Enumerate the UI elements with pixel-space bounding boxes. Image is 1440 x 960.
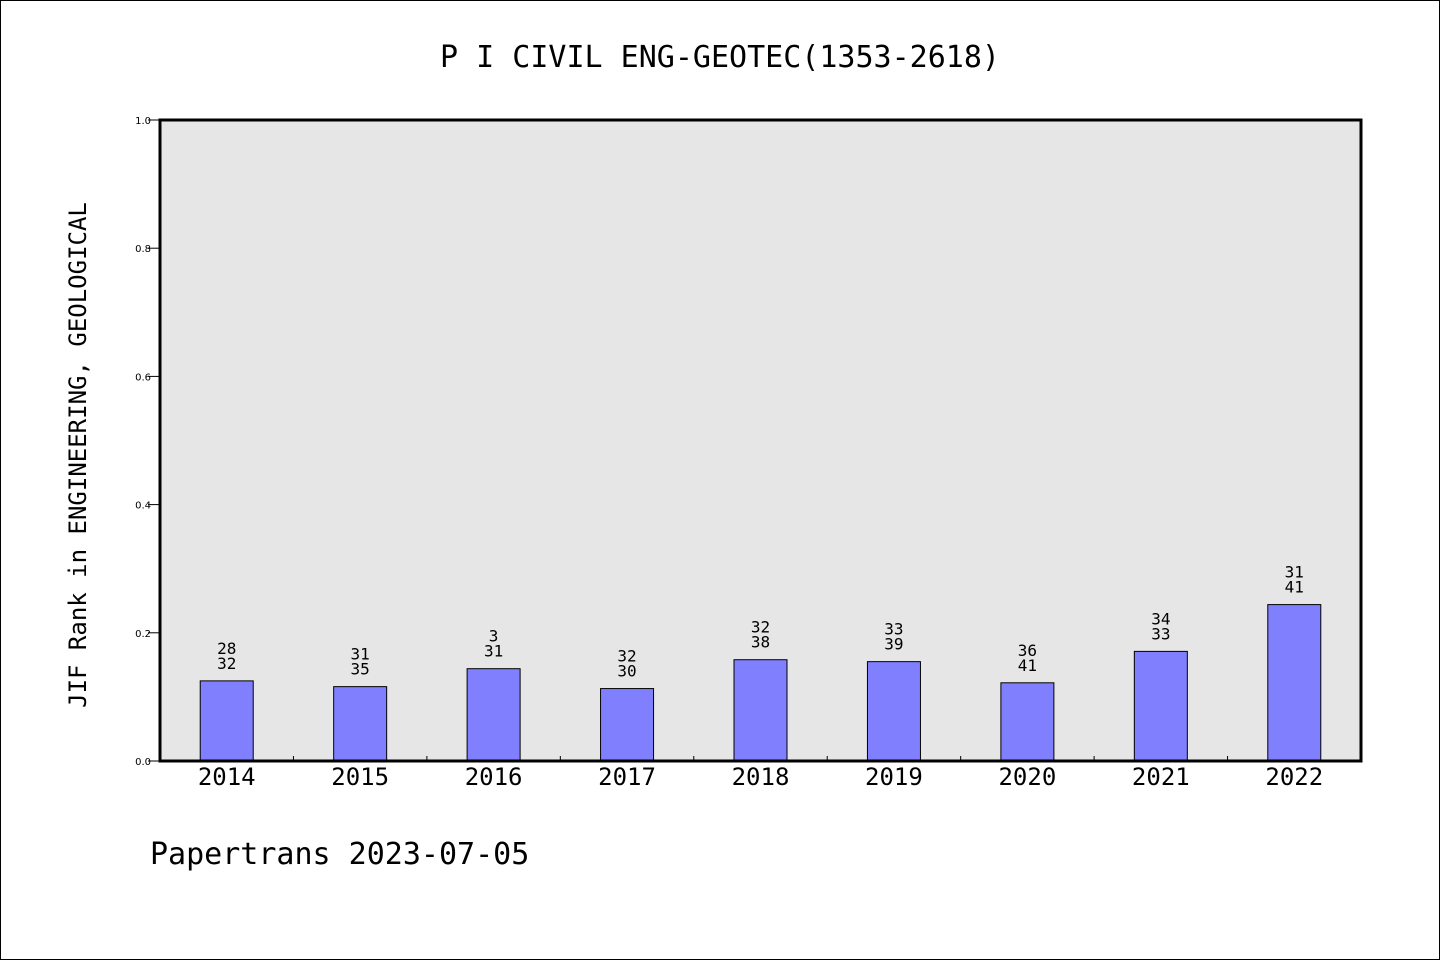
bar-2015 [333,686,388,762]
x-tick-label-2014: 2014 [198,763,256,791]
bar-2021 [1133,650,1188,762]
bar-label-top-2017: 32 [617,647,636,666]
y-tick-label-0.2: 0.2 [135,629,151,640]
bar-label-bottom-2022: 41 [1285,578,1304,597]
x-tick-label-2019: 2019 [865,763,923,791]
bar-label-top-2022: 31 [1285,563,1304,582]
bar-2018 [733,659,788,762]
y-axis-label: JIF Rank in ENGINEERING, GEOLOGICAL [64,202,92,708]
bar-label-top-2016: 3 [489,627,499,646]
y-tick-label-0.8: 0.8 [135,244,151,255]
bar-label-bottom-2017: 30 [617,662,636,681]
bar-label-bottom-2016: 31 [484,642,503,661]
y-tick-label-0.6: 0.6 [135,372,151,383]
x-tick-label-2018: 2018 [732,763,790,791]
bar-label-top-2021: 34 [1151,609,1170,628]
bar-label-top-2020: 36 [1018,641,1037,660]
bar-label-top-2014: 28 [217,639,236,658]
y-tick-label-0.4: 0.4 [135,501,151,512]
bar-2017 [600,688,655,762]
x-tick-label-2021: 2021 [1132,763,1190,791]
bar-label-top-2015: 31 [351,645,370,664]
bar-2019 [866,661,921,762]
bar-label-top-2019: 33 [884,620,903,639]
x-tick-label-2016: 2016 [465,763,523,791]
footer-text: Papertrans 2023-07-05 [150,837,529,872]
bar-2020 [1000,682,1055,762]
y-ticks-group: 0.0 0.2 0.4 0.6 0.8 1.0 [135,116,160,768]
bar-label-bottom-2021: 33 [1151,624,1170,643]
bar-2016 [466,668,521,762]
bar-label-bottom-2014: 32 [217,654,236,673]
chart-title: P I CIVIL ENG-GEOTEC(1353-2618) [440,40,1000,75]
bar-2022 [1267,604,1322,762]
x-ticks-group: 2014 2015 2016 2017 2018 2019 2020 2021 2022 [198,756,1323,791]
bar-label-bottom-2020: 41 [1018,656,1037,675]
bar-label-bottom-2019: 39 [884,635,903,654]
bar-label-bottom-2015: 35 [351,660,370,679]
y-tick-label-1.0: 1.0 [135,116,151,127]
plot-border [158,118,1363,763]
bar-label-top-2018: 32 [751,618,770,637]
bar-label-bottom-2018: 38 [751,633,770,652]
x-tick-label-2022: 2022 [1265,763,1323,791]
y-tick-label-0.0: 0.0 [135,757,151,768]
x-tick-label-2020: 2020 [998,763,1056,791]
x-tick-label-2017: 2017 [598,763,656,791]
bar-2014 [199,680,254,762]
x-tick-label-2015: 2015 [331,763,389,791]
